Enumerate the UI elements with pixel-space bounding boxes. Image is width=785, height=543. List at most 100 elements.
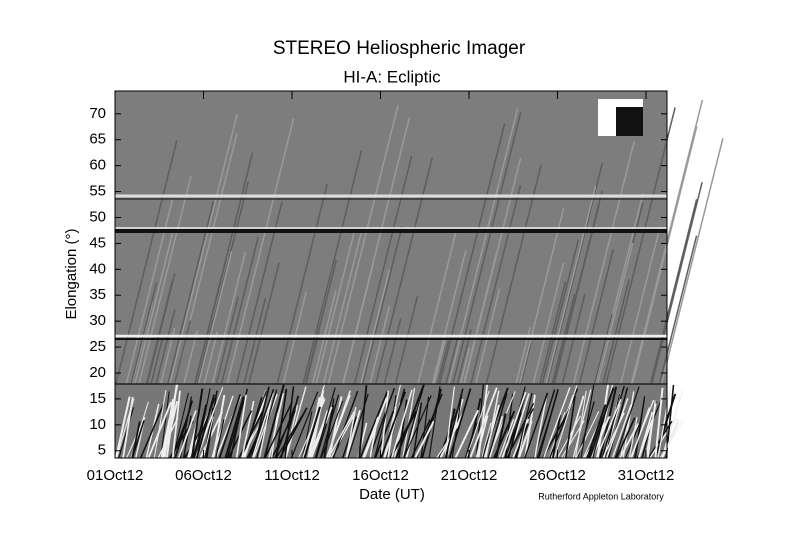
streak (428, 386, 441, 459)
streak (131, 420, 145, 459)
streak (588, 387, 615, 459)
streak (203, 331, 219, 385)
streak (575, 411, 600, 459)
streak (599, 386, 618, 459)
streak (248, 389, 275, 459)
streak (328, 396, 343, 459)
streak (157, 417, 179, 459)
streak (361, 225, 403, 385)
streak (553, 385, 578, 459)
streak (611, 404, 632, 459)
streak (448, 388, 472, 459)
x-tick-label: 31Oct12 (618, 467, 675, 484)
x-tick-label: 01Oct12 (87, 467, 144, 484)
streak (586, 404, 607, 459)
streak (477, 384, 489, 459)
streak (619, 226, 661, 385)
streak (115, 396, 131, 459)
streak (475, 384, 485, 459)
y-tick-label: 35 (89, 286, 106, 303)
streak (182, 415, 192, 459)
streak (395, 384, 425, 459)
streak (541, 239, 580, 385)
streak (282, 291, 307, 385)
streak (275, 413, 304, 459)
streak (517, 414, 529, 459)
streak (564, 395, 576, 459)
streak (614, 386, 640, 459)
streak (465, 390, 490, 459)
streak (155, 309, 176, 385)
streak (311, 410, 328, 459)
streak (285, 386, 307, 459)
y-tick-label: 5 (98, 442, 106, 459)
streak (251, 386, 270, 459)
streak (153, 390, 167, 459)
streak (607, 387, 629, 459)
streak (160, 384, 179, 459)
y-tick-label: 45 (89, 234, 106, 251)
streak (193, 404, 208, 459)
streak (353, 155, 413, 385)
streak (118, 407, 134, 459)
streak (197, 251, 233, 385)
streak (139, 403, 165, 459)
streak (537, 389, 559, 459)
streak (298, 399, 326, 459)
streak (470, 185, 522, 385)
streak (241, 419, 263, 459)
streak (322, 232, 362, 385)
streak (324, 404, 335, 459)
streak (302, 411, 313, 459)
streak (410, 419, 431, 459)
streak (383, 384, 402, 459)
jmap-image (115, 91, 724, 459)
streak (358, 385, 368, 459)
y-tick-label: 30 (89, 312, 106, 329)
streak (572, 389, 592, 459)
streak (436, 340, 450, 385)
streak (517, 420, 533, 459)
streak (314, 387, 336, 459)
streak (431, 250, 467, 385)
streak (660, 138, 724, 385)
streak (248, 262, 280, 385)
streak (580, 384, 595, 459)
streak (327, 411, 355, 459)
streak (380, 390, 390, 459)
streak (374, 400, 390, 459)
streak (138, 175, 192, 385)
x-tick-label: 11Oct12 (264, 467, 320, 484)
streak (369, 305, 391, 385)
streak (595, 399, 622, 459)
streak (383, 318, 402, 385)
streak (532, 262, 565, 385)
x-tick-label: 26Oct12 (529, 467, 586, 484)
streak (631, 125, 698, 385)
streak (302, 150, 363, 385)
streak (224, 396, 245, 459)
streak (330, 414, 355, 459)
streak (380, 391, 407, 459)
x-axis-label: Date (UT) (359, 486, 425, 503)
streak (546, 163, 603, 385)
streak (280, 395, 300, 459)
streak (659, 420, 684, 459)
streak (264, 401, 293, 459)
streak (602, 412, 625, 459)
streak (326, 394, 351, 459)
streak (488, 415, 504, 459)
streak (308, 390, 325, 459)
streak (439, 411, 465, 459)
streak (654, 387, 664, 459)
streak (218, 394, 242, 459)
streak (487, 393, 508, 459)
y-tick-label: 25 (89, 338, 106, 355)
streak (551, 414, 562, 459)
streak (116, 398, 135, 459)
streak (481, 422, 492, 459)
streak (657, 386, 672, 459)
streak (498, 418, 515, 459)
streak (303, 406, 321, 459)
